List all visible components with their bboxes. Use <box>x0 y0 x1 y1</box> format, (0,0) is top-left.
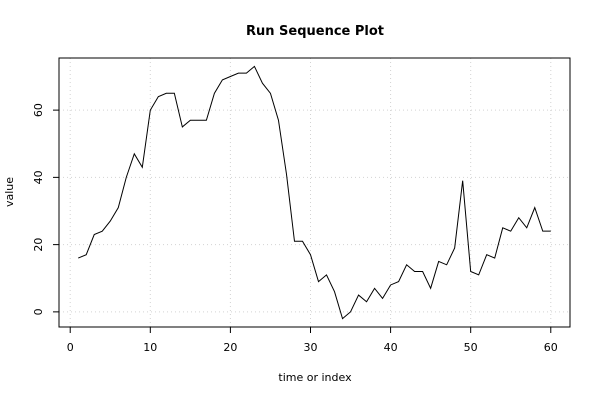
x-tick-label-0: 0 <box>67 341 74 354</box>
x-tick-label-4: 40 <box>384 341 398 354</box>
chart-title: Run Sequence Plot <box>246 24 384 39</box>
grid-lines <box>59 58 570 327</box>
y-axis-label: value <box>3 177 16 207</box>
x-tick-label-3: 30 <box>303 341 317 354</box>
plot-frame <box>58 57 571 328</box>
x-tick-label-2: 20 <box>223 341 237 354</box>
y-tick-label-3: 60 <box>32 103 45 117</box>
x-axis-label: time or index <box>278 371 352 384</box>
x-axis: 0 10 20 30 40 50 60 <box>67 327 558 354</box>
series-line <box>78 65 551 320</box>
x-tick-label-5: 50 <box>464 341 478 354</box>
y-axis: 0 20 40 60 <box>32 103 59 315</box>
y-tick-label-0: 0 <box>32 308 45 315</box>
y-tick-label-2: 40 <box>32 170 45 184</box>
y-tick-label-1: 20 <box>32 238 45 252</box>
x-tick-label-1: 10 <box>143 341 157 354</box>
x-tick-label-6: 60 <box>544 341 558 354</box>
